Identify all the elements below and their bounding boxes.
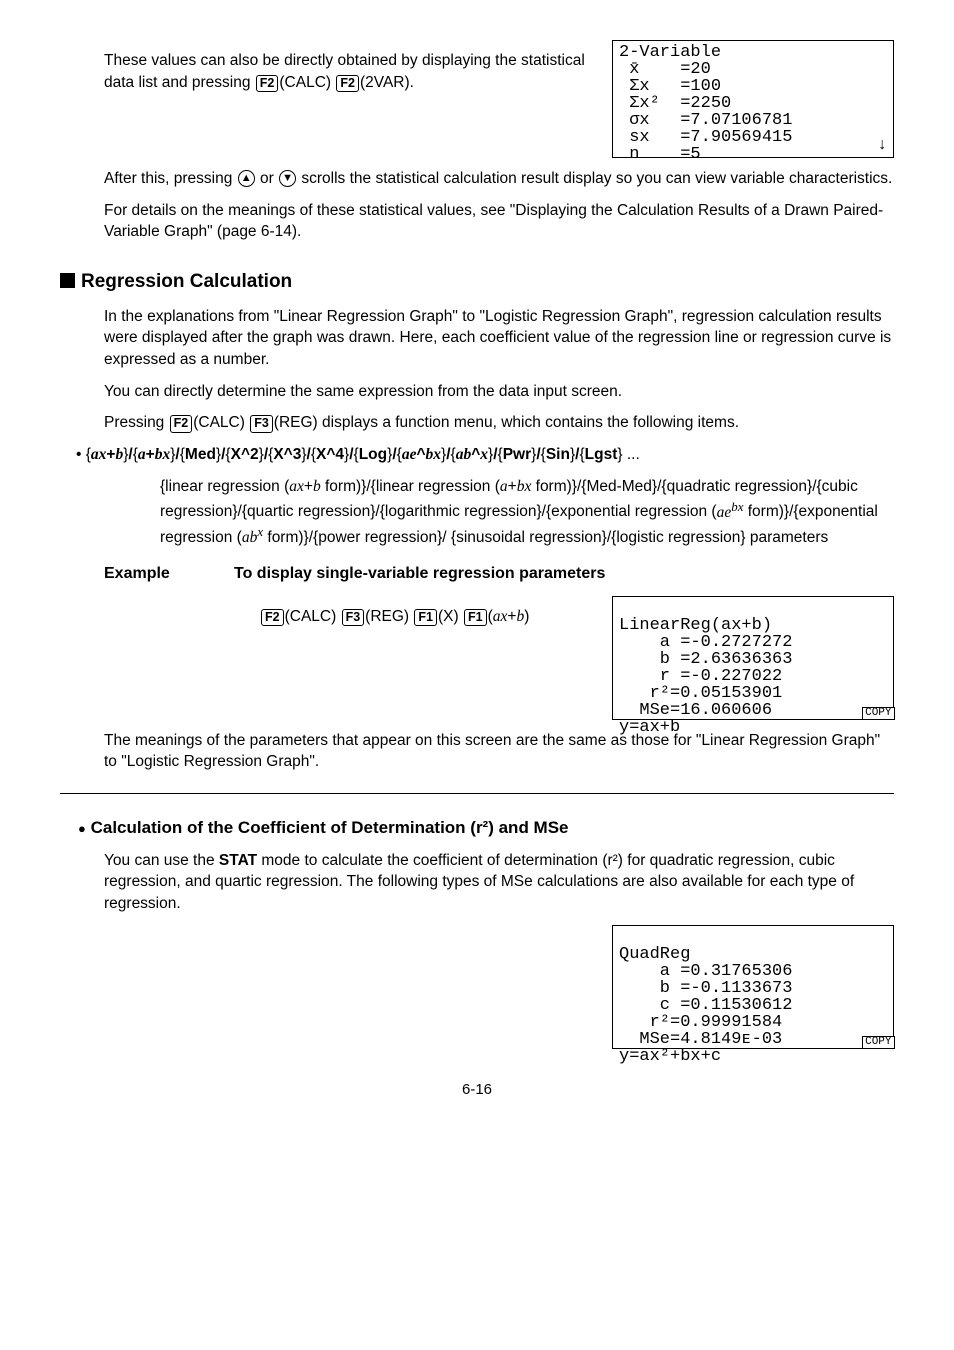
key-sequence: F2(CALC) F3(REG) F1(X) F1(ax+b) xyxy=(260,606,600,628)
key-f3: F3 xyxy=(250,415,273,433)
copy-tab-2: COPY xyxy=(862,1036,894,1049)
key-f2: F2 xyxy=(256,75,279,93)
s1l1: 2-Variable xyxy=(619,44,887,61)
page-number: 6-16 xyxy=(60,1079,894,1100)
s1l6: sx =7.90569415 xyxy=(619,129,887,146)
s1l3: Σx =100 xyxy=(619,78,887,95)
sec2-p1: You can use the STAT mode to calculate t… xyxy=(104,850,894,915)
example-text: To display single-variable regression pa… xyxy=(234,563,605,585)
example-row: Example To display single-variable regre… xyxy=(104,563,894,585)
s1l2: x̄ =20 xyxy=(619,61,887,78)
sec1-p2: You can directly determine the same expr… xyxy=(104,381,894,403)
calc-screen-3: QuadReg a =0.31765306 b =-0.1133673 c =0… xyxy=(612,925,894,1049)
seq-f1b: F1 xyxy=(464,609,487,627)
key-f2-2: F2 xyxy=(170,415,193,433)
divider xyxy=(60,793,894,794)
example-label: Example xyxy=(104,563,234,585)
up-key-icon: ▲ xyxy=(238,170,255,187)
seq-f2: F2 xyxy=(261,609,284,627)
calc-screen-1: 2-Variable x̄ =20 Σx =100 Σx² =2250 σx =… xyxy=(612,40,894,158)
copy-tab-1: COPY xyxy=(862,707,894,720)
section-regression: Regression Calculation xyxy=(60,269,894,296)
after-p1: After this, pressing ▲ or ▼ scrolls the … xyxy=(104,168,894,190)
bullet-main: • {ax+b}/{a+bx}/{Med}/{X^2}/{X^3}/{X^4}/… xyxy=(86,444,894,466)
sec1-p3: Pressing F2(CALC) F3(REG) displays a fun… xyxy=(104,412,894,434)
s1l4: Σx² =2250 xyxy=(619,95,887,112)
sec1-p1: In the explanations from "Linear Regress… xyxy=(104,306,894,371)
seq-f1a: F1 xyxy=(414,609,437,627)
key-f2b: F2 xyxy=(336,75,359,93)
meanings-p: The meanings of the parameters that appe… xyxy=(104,730,894,773)
calc-label: (CALC) xyxy=(279,74,331,91)
s1l5: σx =7.07106781 xyxy=(619,112,887,129)
section-coef: ● Calculation of the Coefficient of Dete… xyxy=(78,816,894,840)
s3l7: y=ax²+bx+c xyxy=(619,1047,721,1066)
seq-f3: F3 xyxy=(342,609,365,627)
var-label: (2VAR). xyxy=(360,74,414,91)
down-arrow-icon: ↓ xyxy=(877,137,887,153)
s2l7: y=ax+b xyxy=(619,718,680,737)
after-p2: For details on the meanings of these sta… xyxy=(104,200,894,243)
bullet-sub: {linear regression (ax+b form)}/{linear … xyxy=(160,476,894,549)
s1l7: n =5 xyxy=(619,146,887,163)
calc-screen-2: LinearReg(ax+b) a =-0.2727272 b =2.63636… xyxy=(612,596,894,720)
down-key-icon: ▼ xyxy=(279,170,296,187)
